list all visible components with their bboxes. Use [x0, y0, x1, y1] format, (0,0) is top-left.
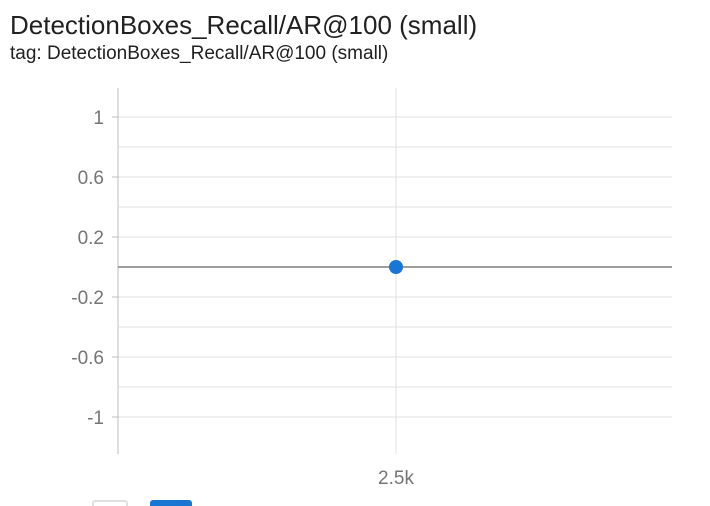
x-tick-label: 2.5k [378, 468, 414, 489]
grid [118, 88, 672, 454]
data-point[interactable] [389, 260, 403, 274]
data-layer [389, 260, 403, 274]
series-toggle-icon[interactable] [92, 500, 128, 506]
chart-title: DetectionBoxes_Recall/AR@100 (small) [10, 10, 478, 40]
y-tick-label: 0.6 [78, 168, 104, 189]
tick-labels: 1 0.6 0.2 -0.2 -0.6 -1 2.5k [71, 108, 414, 489]
y-tick-label: -1 [87, 408, 104, 429]
y-tick-label: 0.2 [78, 228, 104, 249]
series-toggle-icon-active[interactable] [150, 500, 192, 506]
y-tick-label: -0.2 [71, 288, 104, 309]
y-tick-label: -0.6 [71, 348, 104, 369]
y-tick-label: 1 [93, 108, 104, 129]
chart-tag: tag: DetectionBoxes_Recall/AR@100 (small… [10, 43, 389, 64]
